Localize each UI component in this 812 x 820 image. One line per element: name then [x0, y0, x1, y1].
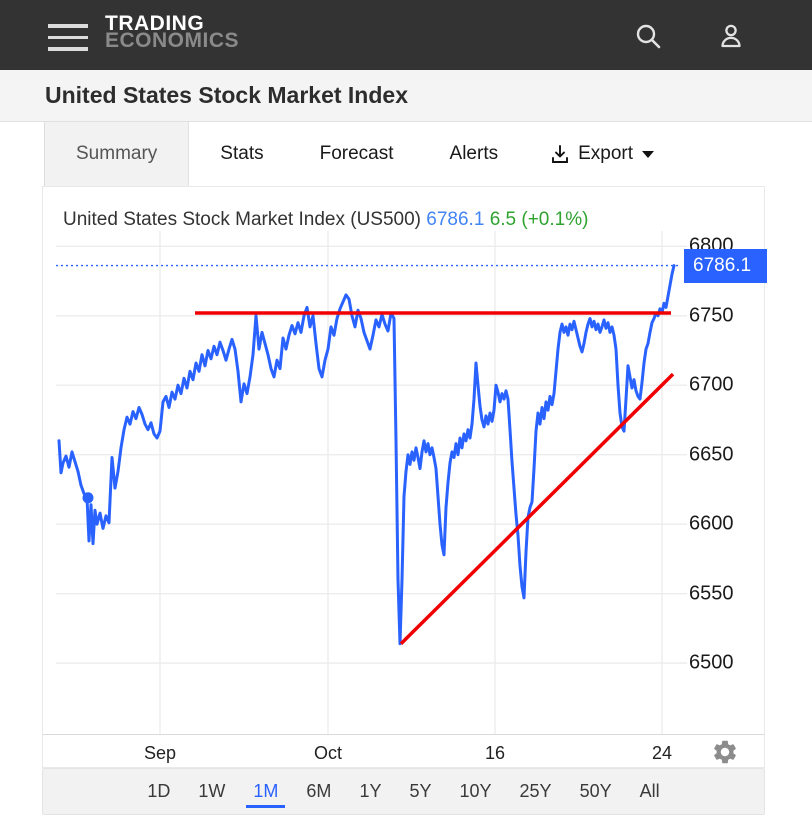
tab-stats[interactable]: Stats [220, 143, 264, 164]
chart-last-price: 6786.1 [426, 209, 485, 230]
range-button-1w[interactable]: 1W [198, 781, 226, 801]
tab-forecast[interactable]: Forecast [319, 143, 394, 164]
range-button-1d[interactable]: 1D [147, 781, 171, 801]
tab-spacer [0, 122, 45, 186]
range-button-25y[interactable]: 25Y [519, 781, 552, 801]
chart-panel: United States Stock Market Index (US500)… [42, 186, 767, 768]
y-axis-label: 6550 [689, 582, 734, 605]
x-axis-label: Oct [313, 743, 343, 763]
chevron-down-icon [642, 150, 655, 158]
brand-line1: TRADING [105, 12, 205, 35]
range-button-50y[interactable]: 50Y [579, 781, 612, 801]
price-chart-plot[interactable] [56, 231, 688, 734]
range-button-1m[interactable]: 1M [246, 775, 286, 808]
x-axis-line [43, 734, 764, 735]
chart-title: United States Stock Market Index (US500)… [63, 209, 588, 231]
user-account-icon[interactable] [717, 22, 745, 50]
y-axis: 6500 6550 6600 6650 6700 6750 6800 [689, 187, 764, 734]
brand-line2: ECONOMICS [105, 29, 240, 52]
chart-settings-gear-icon[interactable] [711, 738, 739, 766]
x-axis-label: 16 [484, 743, 506, 763]
x-axis-label: 24 [651, 743, 673, 763]
hamburger-menu-icon[interactable] [48, 24, 88, 52]
range-button-10y[interactable]: 10Y [459, 781, 492, 801]
download-icon [552, 145, 569, 163]
y-axis-label: 6600 [689, 512, 734, 535]
last-price-badge: 6786.1 [684, 248, 767, 283]
export-label: Export [578, 143, 634, 164]
tab-alerts[interactable]: Alerts [449, 143, 499, 164]
y-axis-label: 6750 [689, 304, 734, 327]
y-axis-label: 6500 [689, 651, 734, 674]
title-bar: United States Stock Market Index [0, 70, 812, 122]
export-button[interactable]: Export [535, 122, 668, 186]
x-axis-label: Sep [143, 743, 177, 763]
search-icon[interactable] [634, 22, 662, 50]
y-axis-label: 6650 [689, 443, 734, 466]
y-axis-label: 6700 [689, 373, 734, 396]
chart-title-text: United States Stock Market Index (US500) [63, 209, 421, 230]
tab-summary[interactable]: Summary [45, 122, 190, 186]
range-button-1y[interactable]: 1Y [359, 781, 382, 801]
range-button-5y[interactable]: 5Y [409, 781, 432, 801]
app-header: TRADING ECONOMICS [0, 0, 812, 70]
chart-change: 6.5 (+0.1%) [489, 209, 589, 230]
tab-bar: Summary Stats Forecast Alerts Export [0, 122, 812, 186]
range-button-all[interactable]: All [639, 781, 660, 801]
page-title: United States Stock Market Index [45, 82, 408, 108]
brand-logo[interactable]: TRADING ECONOMICS [105, 12, 240, 52]
range-selector: 1D 1W 1M 6M 1Y 5Y 10Y 25Y 50Y All [42, 768, 765, 815]
range-button-6m[interactable]: 6M [306, 781, 332, 801]
